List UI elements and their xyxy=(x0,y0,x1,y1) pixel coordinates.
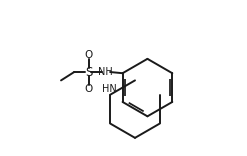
Text: O: O xyxy=(84,84,93,94)
Text: S: S xyxy=(85,66,92,78)
Text: O: O xyxy=(84,50,93,60)
Text: NH: NH xyxy=(98,67,113,77)
Text: HN: HN xyxy=(102,85,116,95)
